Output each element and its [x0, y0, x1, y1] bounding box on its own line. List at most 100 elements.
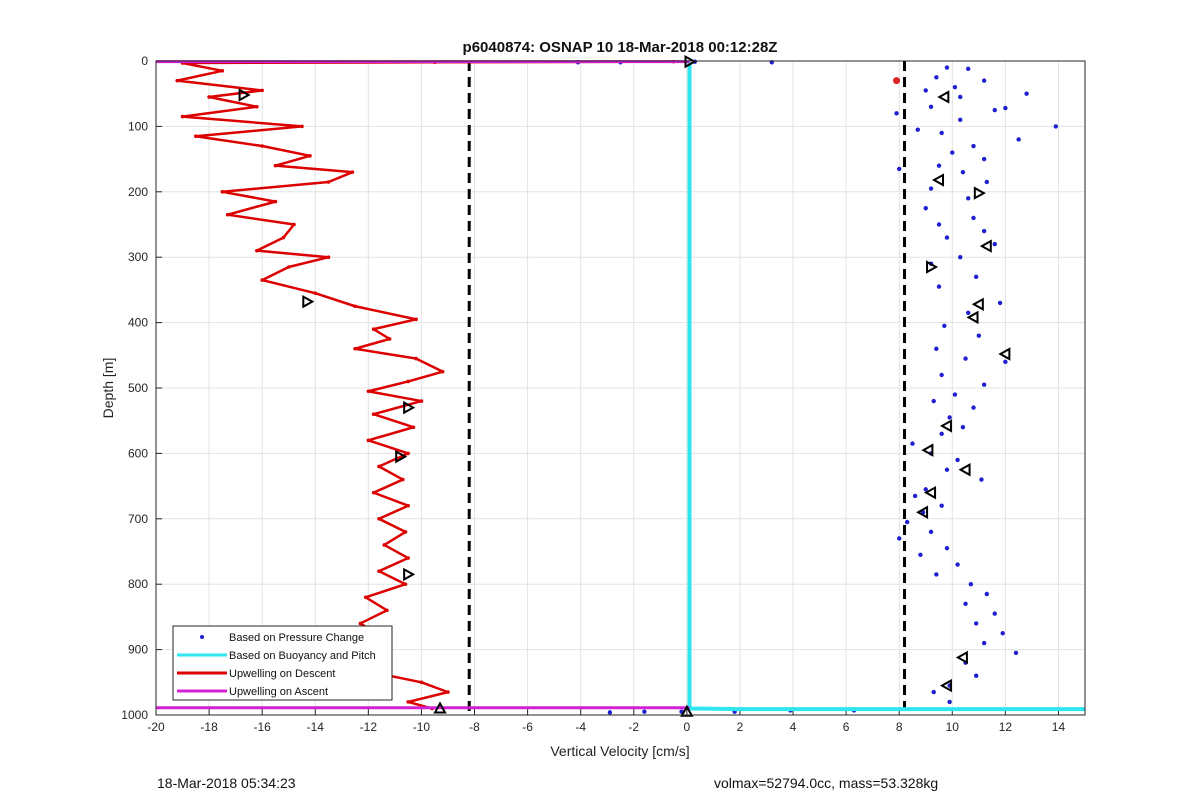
data-point	[1013, 650, 1019, 656]
data-point	[1003, 359, 1008, 365]
triangle-marker	[684, 54, 697, 69]
x-tick-label: -14	[307, 720, 325, 734]
series-point	[406, 700, 410, 704]
triangle-marker	[926, 260, 939, 274]
data-point	[958, 94, 963, 100]
data-point	[947, 699, 952, 705]
series-point	[350, 170, 355, 174]
triangle-marker	[403, 400, 416, 415]
data-point	[992, 241, 997, 247]
data-point	[928, 186, 934, 191]
triangle-marker	[302, 294, 315, 309]
data-point	[952, 392, 958, 397]
triangle-marker	[971, 297, 984, 311]
x-tick-label: -10	[413, 720, 431, 734]
data-point	[981, 640, 987, 646]
data-point	[981, 78, 987, 83]
triangle-marker	[433, 701, 447, 714]
triangle-marker	[923, 485, 937, 500]
data-point	[958, 117, 963, 123]
data-point	[952, 84, 958, 90]
data-point	[936, 284, 942, 289]
series-point	[308, 154, 312, 158]
series-point	[281, 235, 286, 240]
x-axis-label: Vertical Velocity [cm/s]	[550, 743, 689, 759]
series-point	[371, 412, 376, 416]
y-axis-ticks: 0 100 200 300 400 500 600 700 800 900 1000	[121, 54, 162, 722]
data-point	[973, 673, 979, 678]
y-tick-label: 100	[128, 119, 148, 133]
triangle-marker	[973, 186, 986, 200]
series-point	[371, 490, 376, 495]
legend-label: Based on Buoyancy and Pitch	[229, 650, 376, 662]
y-tick-label: 500	[128, 381, 148, 395]
series-point	[419, 399, 424, 403]
x-tick-label: 4	[790, 720, 797, 734]
data-point	[928, 104, 934, 109]
data-point	[1000, 631, 1005, 636]
chart-title: p6040874: OSNAP 10 18-Mar-2018 00:12:28Z	[463, 39, 778, 56]
data-point	[936, 222, 942, 227]
data-point	[973, 621, 979, 626]
data-point	[936, 163, 942, 168]
triangle-marker	[238, 88, 251, 102]
series-point	[292, 222, 296, 227]
data-point	[939, 372, 944, 378]
data-point	[981, 156, 987, 162]
series-point	[411, 425, 416, 430]
series-point	[406, 451, 410, 456]
series-point	[255, 104, 259, 109]
x-tick-label: 6	[843, 720, 850, 734]
series-point	[273, 163, 278, 168]
triangle-marker	[979, 239, 992, 253]
triangle-marker	[955, 650, 968, 665]
series-point	[353, 346, 357, 351]
data-point	[918, 552, 923, 557]
data-point	[971, 215, 976, 221]
series-point	[225, 212, 230, 217]
data-point	[955, 562, 960, 567]
data-point	[939, 503, 944, 508]
legend: Based on Pressure Change Based on Buoyanc…	[172, 625, 393, 701]
data-point	[966, 66, 971, 72]
data-point	[984, 179, 989, 185]
legend-label: Upwelling on Descent	[229, 668, 335, 680]
data-point	[968, 582, 974, 587]
series-point	[286, 265, 291, 269]
series-point	[419, 680, 424, 685]
data-point	[955, 457, 960, 463]
triangle-marker	[998, 347, 1011, 361]
triangle-marker	[680, 704, 694, 717]
data-point	[897, 536, 902, 541]
series-point	[194, 134, 198, 139]
red-marker	[893, 77, 901, 85]
series-point	[260, 88, 264, 93]
legend-label: Based on Pressure Change	[229, 632, 364, 644]
x-tick-label: -20	[147, 720, 165, 734]
data-point	[944, 467, 950, 472]
series-point	[414, 356, 418, 361]
x-tick-label: 14	[1052, 720, 1066, 734]
data-point	[923, 487, 928, 492]
data-point	[950, 150, 955, 155]
triangle-marker	[937, 90, 950, 104]
data-point	[942, 323, 947, 329]
data-point	[915, 127, 920, 132]
y-tick-label: 1000	[121, 708, 148, 722]
triangle-marker	[939, 678, 952, 693]
triangle-marker	[921, 443, 934, 457]
data-point	[963, 356, 968, 361]
data-point	[976, 333, 982, 338]
x-tick-label: -12	[360, 720, 378, 734]
series-point	[403, 530, 408, 534]
x-axis-ticks: -20 -18 -16 -14 -12 -10 -8 -6 -4 -2 0 2 4 6 8 10 12 14	[147, 709, 1065, 734]
data-point	[934, 75, 939, 80]
series-point	[273, 199, 278, 204]
data-point	[944, 546, 950, 551]
series-point	[220, 69, 225, 73]
y-tick-label: 400	[128, 316, 148, 330]
data-point	[923, 205, 928, 211]
series-point	[300, 124, 304, 129]
data-point	[931, 689, 936, 695]
